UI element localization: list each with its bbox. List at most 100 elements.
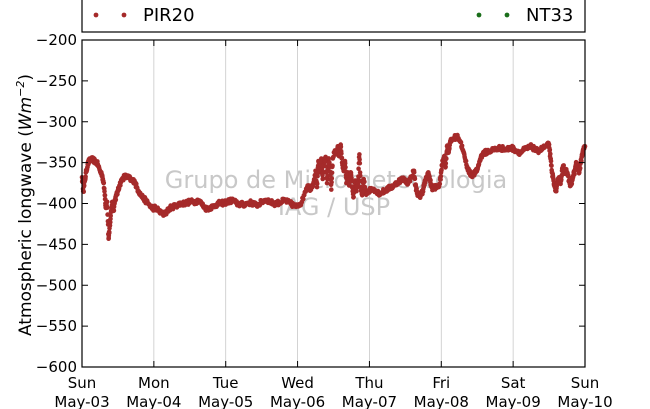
- data-point: [329, 170, 335, 176]
- data-point: [356, 166, 361, 171]
- x-tick-day-2: Tue: [212, 374, 239, 392]
- data-point: [329, 176, 335, 181]
- y-tick-label-7: −250: [36, 72, 77, 90]
- y-tick-label-3: −450: [36, 235, 77, 253]
- x-tick-date-1: May-04: [126, 393, 181, 409]
- data-point: [102, 189, 107, 194]
- data-point: [357, 170, 363, 175]
- data-point: [301, 196, 306, 202]
- data-point: [548, 151, 553, 157]
- legend: PIR20 NT33: [81, 0, 586, 33]
- y-tick-label-1: −550: [36, 317, 77, 335]
- data-point: [443, 161, 449, 166]
- data-point: [411, 170, 417, 175]
- legend-marker-pir20-1: [93, 12, 99, 18]
- data-point: [577, 165, 583, 171]
- x-tick-day-3: Wed: [281, 374, 314, 392]
- data-point: [314, 184, 320, 190]
- x-tick-date-7: May-10: [557, 393, 612, 409]
- data-point: [437, 181, 443, 187]
- data-points: [79, 132, 588, 241]
- data-point: [572, 171, 577, 177]
- data-point: [343, 164, 348, 170]
- data-point: [547, 147, 553, 152]
- y-axis-label: Atmospheric longwave (Wm−2): [14, 74, 36, 336]
- data-point: [439, 167, 444, 173]
- watermark-line-1: Grupo de Micrometeorologia: [165, 166, 507, 194]
- data-point: [428, 177, 433, 183]
- y-tick-label-6: −300: [36, 113, 77, 131]
- data-point: [549, 163, 554, 168]
- y-axis-label-main: Atmospheric longwave (: [16, 130, 36, 336]
- data-point: [438, 174, 444, 179]
- data-point: [338, 144, 344, 149]
- y-tick-label-2: −500: [36, 276, 77, 294]
- data-point: [354, 188, 359, 194]
- data-point: [314, 181, 320, 187]
- data-point: [339, 151, 344, 156]
- data-point: [320, 176, 326, 181]
- data-point: [358, 173, 363, 179]
- legend-label-nt33: NT33: [526, 5, 573, 26]
- data-point: [351, 194, 356, 200]
- data-point: [339, 155, 345, 161]
- data-point: [579, 158, 584, 164]
- data-point: [444, 156, 449, 161]
- legend-frame: [81, 0, 586, 33]
- data-point: [113, 197, 119, 202]
- data-point: [102, 193, 108, 198]
- legend-marker-nt33-2: [504, 12, 510, 18]
- plot-area: [82, 40, 585, 367]
- data-point: [342, 161, 348, 166]
- x-tick-day-7: Sun: [571, 374, 600, 392]
- data-point: [81, 183, 87, 188]
- x-tick-day-6: Sat: [501, 374, 526, 392]
- data-point: [101, 180, 107, 186]
- data-point: [329, 180, 334, 185]
- data-point: [362, 179, 367, 185]
- data-point: [458, 140, 464, 145]
- data-point: [412, 176, 418, 181]
- data-point: [459, 143, 465, 149]
- data-point: [355, 181, 361, 187]
- data-point: [105, 205, 110, 210]
- data-point: [107, 229, 112, 235]
- data-point: [329, 187, 334, 192]
- data-point: [443, 164, 448, 169]
- x-tick-date-5: May-08: [414, 393, 469, 409]
- y-tick-label-4: −400: [36, 195, 77, 213]
- legend-marker-pir20-2: [121, 12, 127, 18]
- legend-label-pir20: PIR20: [143, 5, 195, 26]
- legend-marker-nt33-1: [476, 12, 482, 18]
- data-point: [83, 174, 88, 180]
- data-point: [546, 142, 552, 147]
- x-tick-date-4: May-07: [342, 393, 397, 409]
- data-point: [357, 160, 363, 166]
- y-tick-label-0: −600: [36, 358, 77, 376]
- data-point: [326, 156, 332, 161]
- x-axis: SunMay-03MonMay-04TueMay-05WedMay-06ThuM…: [54, 40, 613, 409]
- data-point: [561, 163, 566, 168]
- data-point: [104, 199, 110, 205]
- data-point: [357, 157, 362, 162]
- data-point: [108, 213, 113, 219]
- y-axis-label-exponent: −2: [14, 81, 27, 97]
- x-tick-day-0: Sun: [68, 374, 97, 392]
- data-point: [548, 158, 554, 164]
- data-point: [407, 179, 413, 184]
- x-tick-day-5: Fri: [432, 374, 450, 392]
- x-tick-date-6: May-09: [486, 393, 541, 409]
- data-point: [111, 208, 117, 213]
- x-tick-date-3: May-06: [270, 393, 325, 409]
- data-point: [315, 173, 320, 179]
- y-tick-label-8: −200: [36, 31, 77, 49]
- data-point: [327, 160, 332, 165]
- data-point: [357, 152, 362, 157]
- data-point: [324, 180, 330, 186]
- x-tick-day-4: Thu: [354, 374, 383, 392]
- data-point: [463, 158, 469, 164]
- y-axis-label-close: ): [16, 74, 36, 81]
- y-axis-label-unit: Wm: [16, 97, 36, 130]
- y-tick-label-5: −350: [36, 154, 77, 172]
